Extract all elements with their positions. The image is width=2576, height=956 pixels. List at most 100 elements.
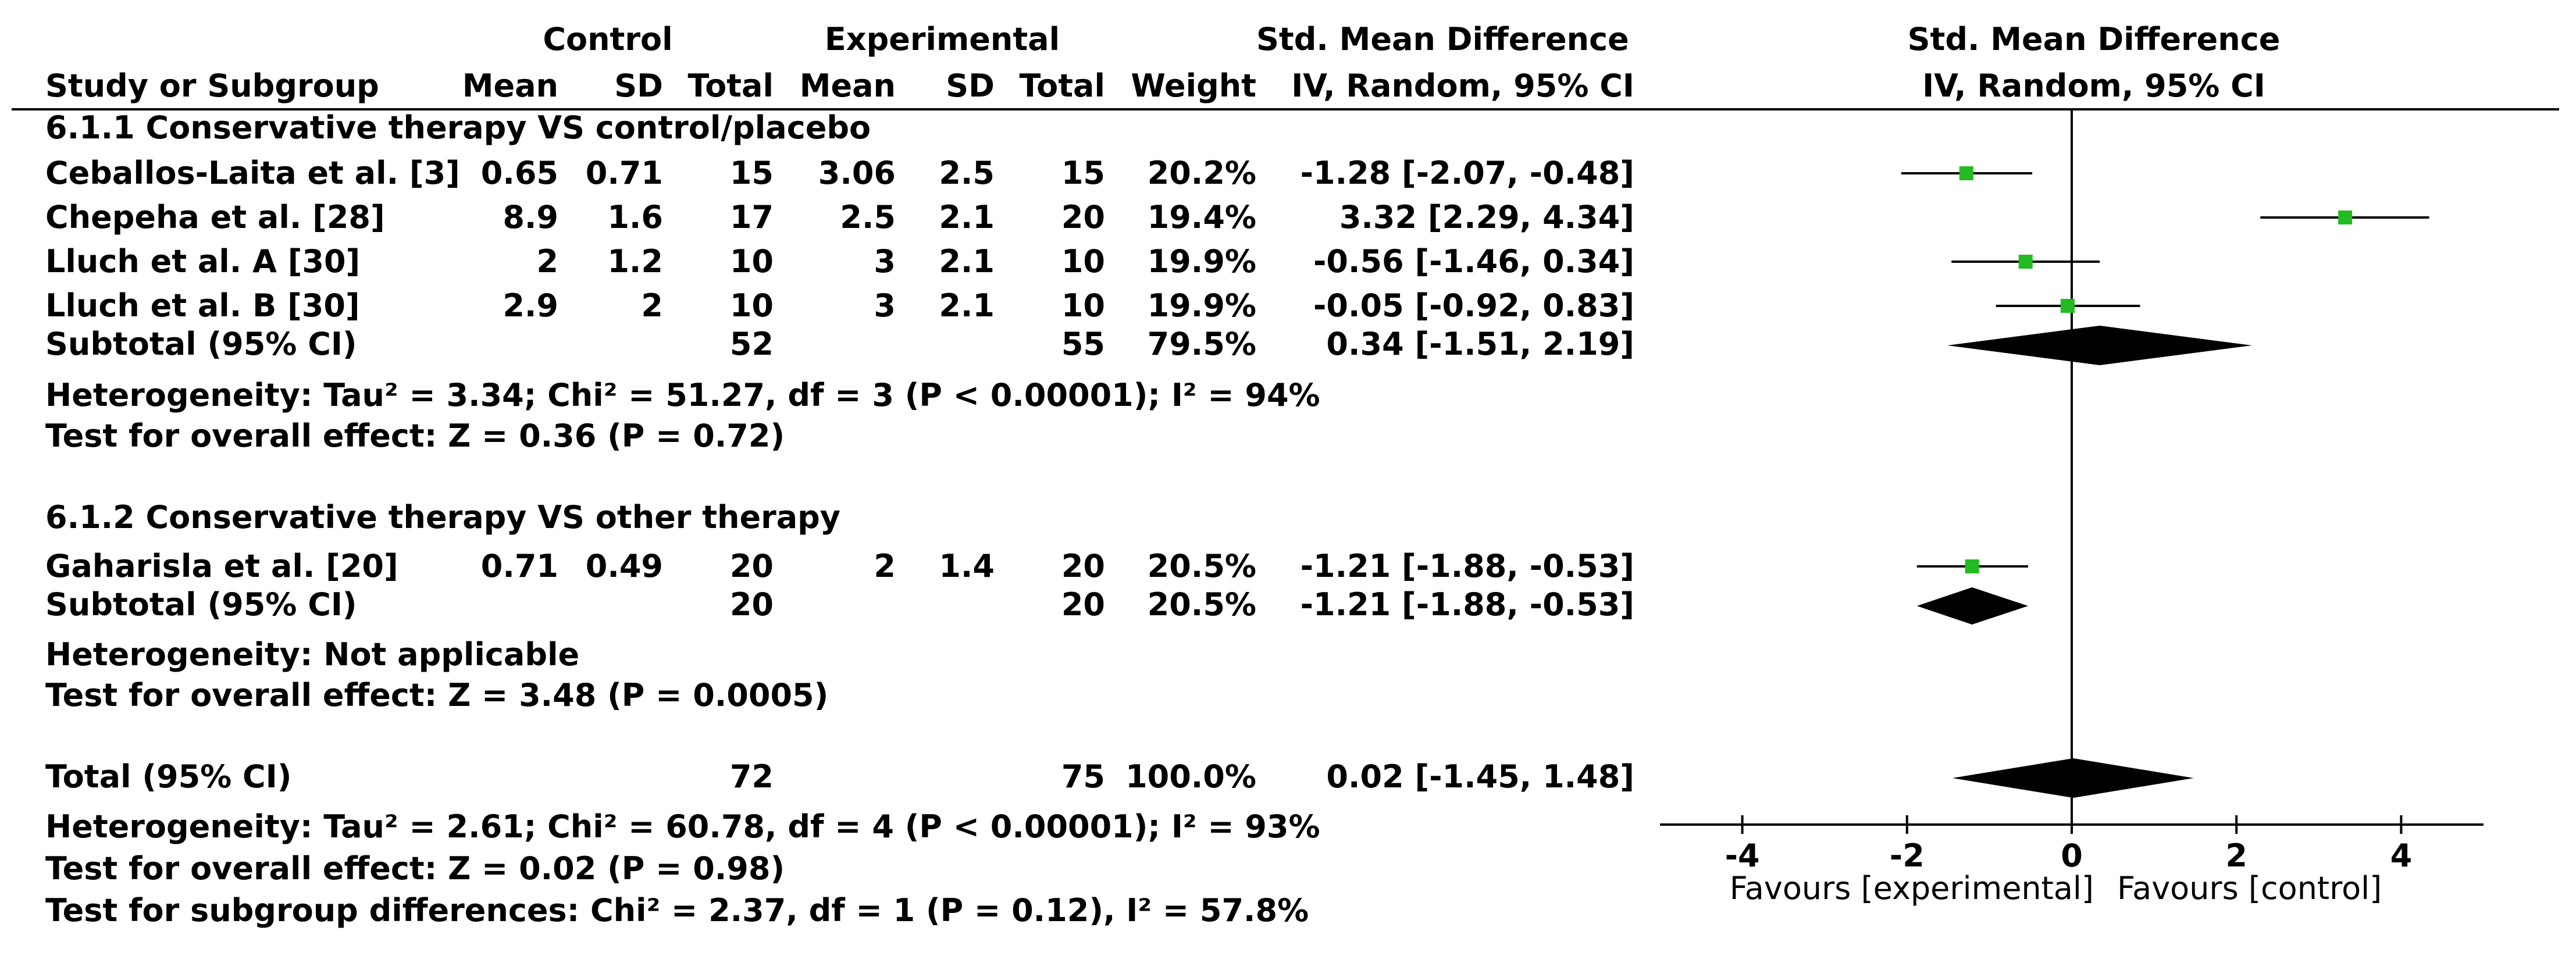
pooled-diamond	[1916, 587, 2028, 625]
sd-experimental: 1.4	[939, 548, 995, 584]
total-control: 17	[729, 199, 774, 236]
ci-text: -1.28 [-2.07, -0.48]	[1300, 155, 1634, 191]
subgroup-2-title: 6.1.2 Conservative therapy VS other ther…	[45, 499, 841, 536]
header-divider	[12, 108, 2559, 110]
total-ci-text: 0.02 [-1.45, 1.48]	[1326, 758, 1634, 795]
overall-effect-1: Test for overall effect: Z = 0.36 (P = 0…	[45, 418, 785, 454]
mean-control: 2	[536, 243, 558, 280]
sd-experimental-header: SD	[946, 67, 995, 104]
smd-header-top: Std. Mean Difference	[1256, 21, 1629, 58]
study-name: Chepeha et al. [28]	[45, 199, 385, 236]
subtotal-ci-text: 0.34 [-1.51, 2.19]	[1326, 326, 1634, 362]
x-tick-label: 2	[2225, 837, 2247, 874]
total-experimental: 10	[1061, 243, 1105, 280]
sd-control: 2	[641, 287, 663, 324]
weight: 20.5%	[1147, 548, 1256, 584]
weight: 19.9%	[1147, 287, 1256, 324]
x-tick-label: -2	[1890, 837, 1925, 874]
sd-control: 0.71	[585, 155, 663, 191]
mean-control: 0.71	[480, 548, 558, 584]
total-experimental: 20	[1061, 548, 1105, 584]
study-estimate-marker	[2060, 299, 2075, 313]
sd-control: 0.49	[585, 548, 663, 584]
study-estimate-marker	[1965, 559, 1979, 573]
heterogeneity-2: Heterogeneity: Not applicable	[45, 636, 580, 673]
mean-control: 2.9	[503, 287, 558, 324]
weight: 19.9%	[1147, 243, 1256, 280]
ci-text: -1.21 [-1.88, -0.53]	[1300, 548, 1634, 584]
total-control: 15	[729, 155, 774, 191]
mean-experimental: 2	[874, 548, 896, 584]
x-tick-label: 0	[2061, 837, 2083, 874]
sd-control-header: SD	[614, 67, 663, 104]
total-label: Total (95% CI)	[45, 758, 292, 795]
subtotal-total-experimental: 20	[1061, 586, 1105, 623]
study-estimate-marker	[1959, 166, 1973, 180]
total-experimental: 10	[1061, 287, 1105, 324]
study-estimate-marker	[2018, 255, 2033, 269]
total-control: 10	[729, 243, 774, 280]
mean-experimental: 3.06	[818, 155, 896, 191]
total-control: 72	[729, 758, 774, 795]
subtotal-total-control: 20	[729, 586, 774, 623]
overall-effect-total: Test for overall effect: Z = 0.02 (P = 0…	[45, 850, 785, 887]
ci-text: -0.56 [-1.46, 0.34]	[1313, 243, 1634, 280]
smd-header-sub: IV, Random, 95% CI	[1291, 67, 1634, 104]
total-experimental: 20	[1061, 199, 1105, 236]
x-tick-label: 4	[2390, 837, 2413, 874]
heterogeneity-1: Heterogeneity: Tau² = 3.34; Chi² = 51.27…	[45, 377, 1320, 413]
subtotal-label: Subtotal (95% CI)	[45, 326, 357, 362]
sd-experimental: 2.1	[939, 199, 995, 236]
favours-experimental-label: Favours [experimental]	[1729, 870, 2094, 907]
plot-header-sub: IV, Random, 95% CI	[1922, 67, 2265, 104]
study-name: Lluch et al. B [30]	[45, 287, 360, 324]
study-column-header: Study or Subgroup	[45, 67, 379, 104]
mean-control: 0.65	[480, 155, 558, 191]
subtotal-total-control: 52	[729, 326, 774, 362]
weight: 20.2%	[1147, 155, 1256, 191]
total-control: 20	[729, 548, 774, 584]
subgroup-1-title: 6.1.1 Conservative therapy VS control/pl…	[45, 109, 871, 146]
study-name: Lluch et al. A [30]	[45, 243, 361, 280]
weight: 19.4%	[1147, 199, 1256, 236]
total-weight: 100.0%	[1125, 758, 1256, 795]
total-control-header: Total	[687, 67, 774, 104]
subgroup-differences: Test for subgroup differences: Chi² = 2.…	[45, 892, 1309, 929]
mean-control: 8.9	[503, 199, 558, 236]
plot-header-top: Std. Mean Difference	[1907, 21, 2281, 58]
sd-experimental: 2.1	[939, 287, 995, 324]
mean-experimental: 3	[874, 287, 896, 324]
sd-experimental: 2.5	[939, 155, 995, 191]
total-experimental: 75	[1061, 758, 1105, 795]
subtotal-weight: 20.5%	[1147, 586, 1256, 623]
overall-effect-2: Test for overall effect: Z = 3.48 (P = 0…	[45, 677, 829, 714]
total-experimental-header: Total	[1019, 67, 1105, 104]
mean-experimental-header: Mean	[799, 67, 896, 104]
ci-text: -0.05 [-0.92, 0.83]	[1313, 287, 1634, 324]
mean-experimental: 2.5	[840, 199, 896, 236]
favours-control-label: Favours [control]	[2117, 870, 2382, 907]
sd-control: 1.2	[607, 243, 663, 280]
subtotal-weight: 79.5%	[1147, 326, 1256, 362]
ci-text: 3.32 [2.29, 4.34]	[1339, 199, 1634, 236]
mean-control-header: Mean	[462, 67, 558, 104]
total-control: 10	[729, 287, 774, 324]
subtotal-ci-text: -1.21 [-1.88, -0.53]	[1300, 586, 1634, 623]
pooled-diamond	[1952, 758, 2194, 798]
study-name: Ceballos-Laita et al. [3]	[45, 155, 460, 191]
weight-header: Weight	[1131, 67, 1256, 104]
subtotal-label: Subtotal (95% CI)	[45, 586, 357, 623]
sd-control: 1.6	[607, 199, 663, 236]
subtotal-total-experimental: 55	[1061, 326, 1105, 362]
study-estimate-marker	[2338, 211, 2353, 224]
control-group-header: Control	[543, 21, 673, 58]
x-tick-label: -4	[1725, 837, 1760, 874]
study-name: Gaharisla et al. [20]	[45, 548, 398, 584]
sd-experimental: 2.1	[939, 243, 995, 280]
mean-experimental: 3	[874, 243, 896, 280]
experimental-group-header: Experimental	[824, 21, 1060, 58]
total-experimental: 15	[1061, 155, 1105, 191]
heterogeneity-total: Heterogeneity: Tau² = 2.61; Chi² = 60.78…	[45, 808, 1320, 845]
